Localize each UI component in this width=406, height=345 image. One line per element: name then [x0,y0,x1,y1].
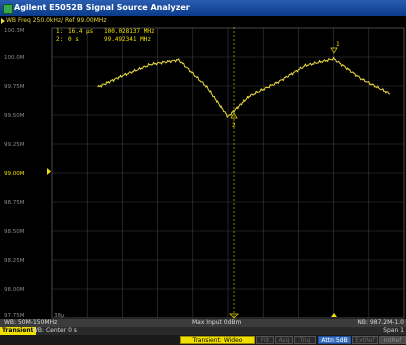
wb-center: WB: Center 0 s [32,327,77,334]
nb-range: NB: 987.2M-1.0 [357,319,404,326]
window-title: Agilent E5052B Signal Source Analyzer [14,3,190,12]
attenuation-button[interactable]: Attn 5dB [318,336,351,344]
marker-2-label: 2 [232,122,236,129]
marker-1-label: 1 [336,41,340,48]
plot-grid [51,27,405,319]
mode-badge: Transient [0,327,36,335]
y-tick-label: 99.75M [4,84,25,90]
marker-2-freq: 99.492341 MHz [104,36,151,43]
status-bar-top: WB: 50M-150MHz Max Input 0dBm NB: 987.2M… [0,319,406,327]
header-arrow-icon [1,18,5,24]
y-tick-label: 99.50M [4,113,25,119]
reference-level-icon [47,168,51,175]
wb-range: WB: 50M-150MHz [4,319,58,326]
ext-ref-button[interactable]: ExtRef [352,336,378,344]
y-tick-label: 100.3M [4,28,25,34]
y-tick-label: 98.75M [4,200,25,206]
y-axis-labels: 100.3M 100.0M 99.75M 99.50M 99.25M 99.00M 98.7… [4,28,65,319]
measurement-settings: WB Freq 250.0kHz/ Ref 99.00MHz [6,17,107,24]
filter-button[interactable]: Filt [256,336,274,344]
span-label: Span 1 [383,327,404,334]
marker-1-freq: 100.028137 MHz [104,28,155,35]
y-tick-label: 97.75M [4,313,25,319]
marker-1-index: 1: [56,28,63,35]
y-tick-label: 100.0M [4,55,25,61]
app-icon [3,4,13,14]
marker-1-time: 16.4 µs [68,28,94,35]
trigger-marker-icon [331,313,337,317]
y-tick-label: 98.00M [4,287,25,293]
marker-2[interactable] [230,112,238,119]
marker-readout: 1: 16.4 µs 100.028137 MHz 2: 0 s 99.4923… [56,28,155,43]
y-tick-label: 99.25M [4,142,25,148]
frequency-trace [97,56,390,118]
window-title-bar: Agilent E5052B Signal Source Analyzer [0,0,406,16]
marker-2-index: 2: [56,36,63,43]
y-tick-label: 98.50M [4,229,25,235]
trigger-button[interactable]: Trig [294,336,316,344]
max-input: Max Input 0dBm [192,319,242,326]
marker-1[interactable] [330,47,338,54]
center-marker-icon [229,313,239,319]
x-start-label: 38µ [54,313,65,319]
transient-video-button[interactable]: Transient: Wideo [180,336,255,344]
softkey-bar: Transient: Wideo Filt Avg Trig Attn 5dB … [0,335,406,345]
plot-area[interactable]: 100.3M 100.0M 99.75M 99.50M 99.25M 99.00M 98.7… [0,25,406,319]
y-tick-label: 98.25M [4,258,25,264]
y-tick-label: 99.00M [4,171,25,177]
marker-2-time: 0 s [68,36,79,43]
measurement-header: WB Freq 250.0kHz/ Ref 99.00MHz [0,16,406,25]
status-bar-bottom: Transient WB: Center 0 s Span 1 [0,327,406,335]
average-button[interactable]: Avg [275,336,293,344]
int-ref-button[interactable]: IntRef [379,336,406,344]
